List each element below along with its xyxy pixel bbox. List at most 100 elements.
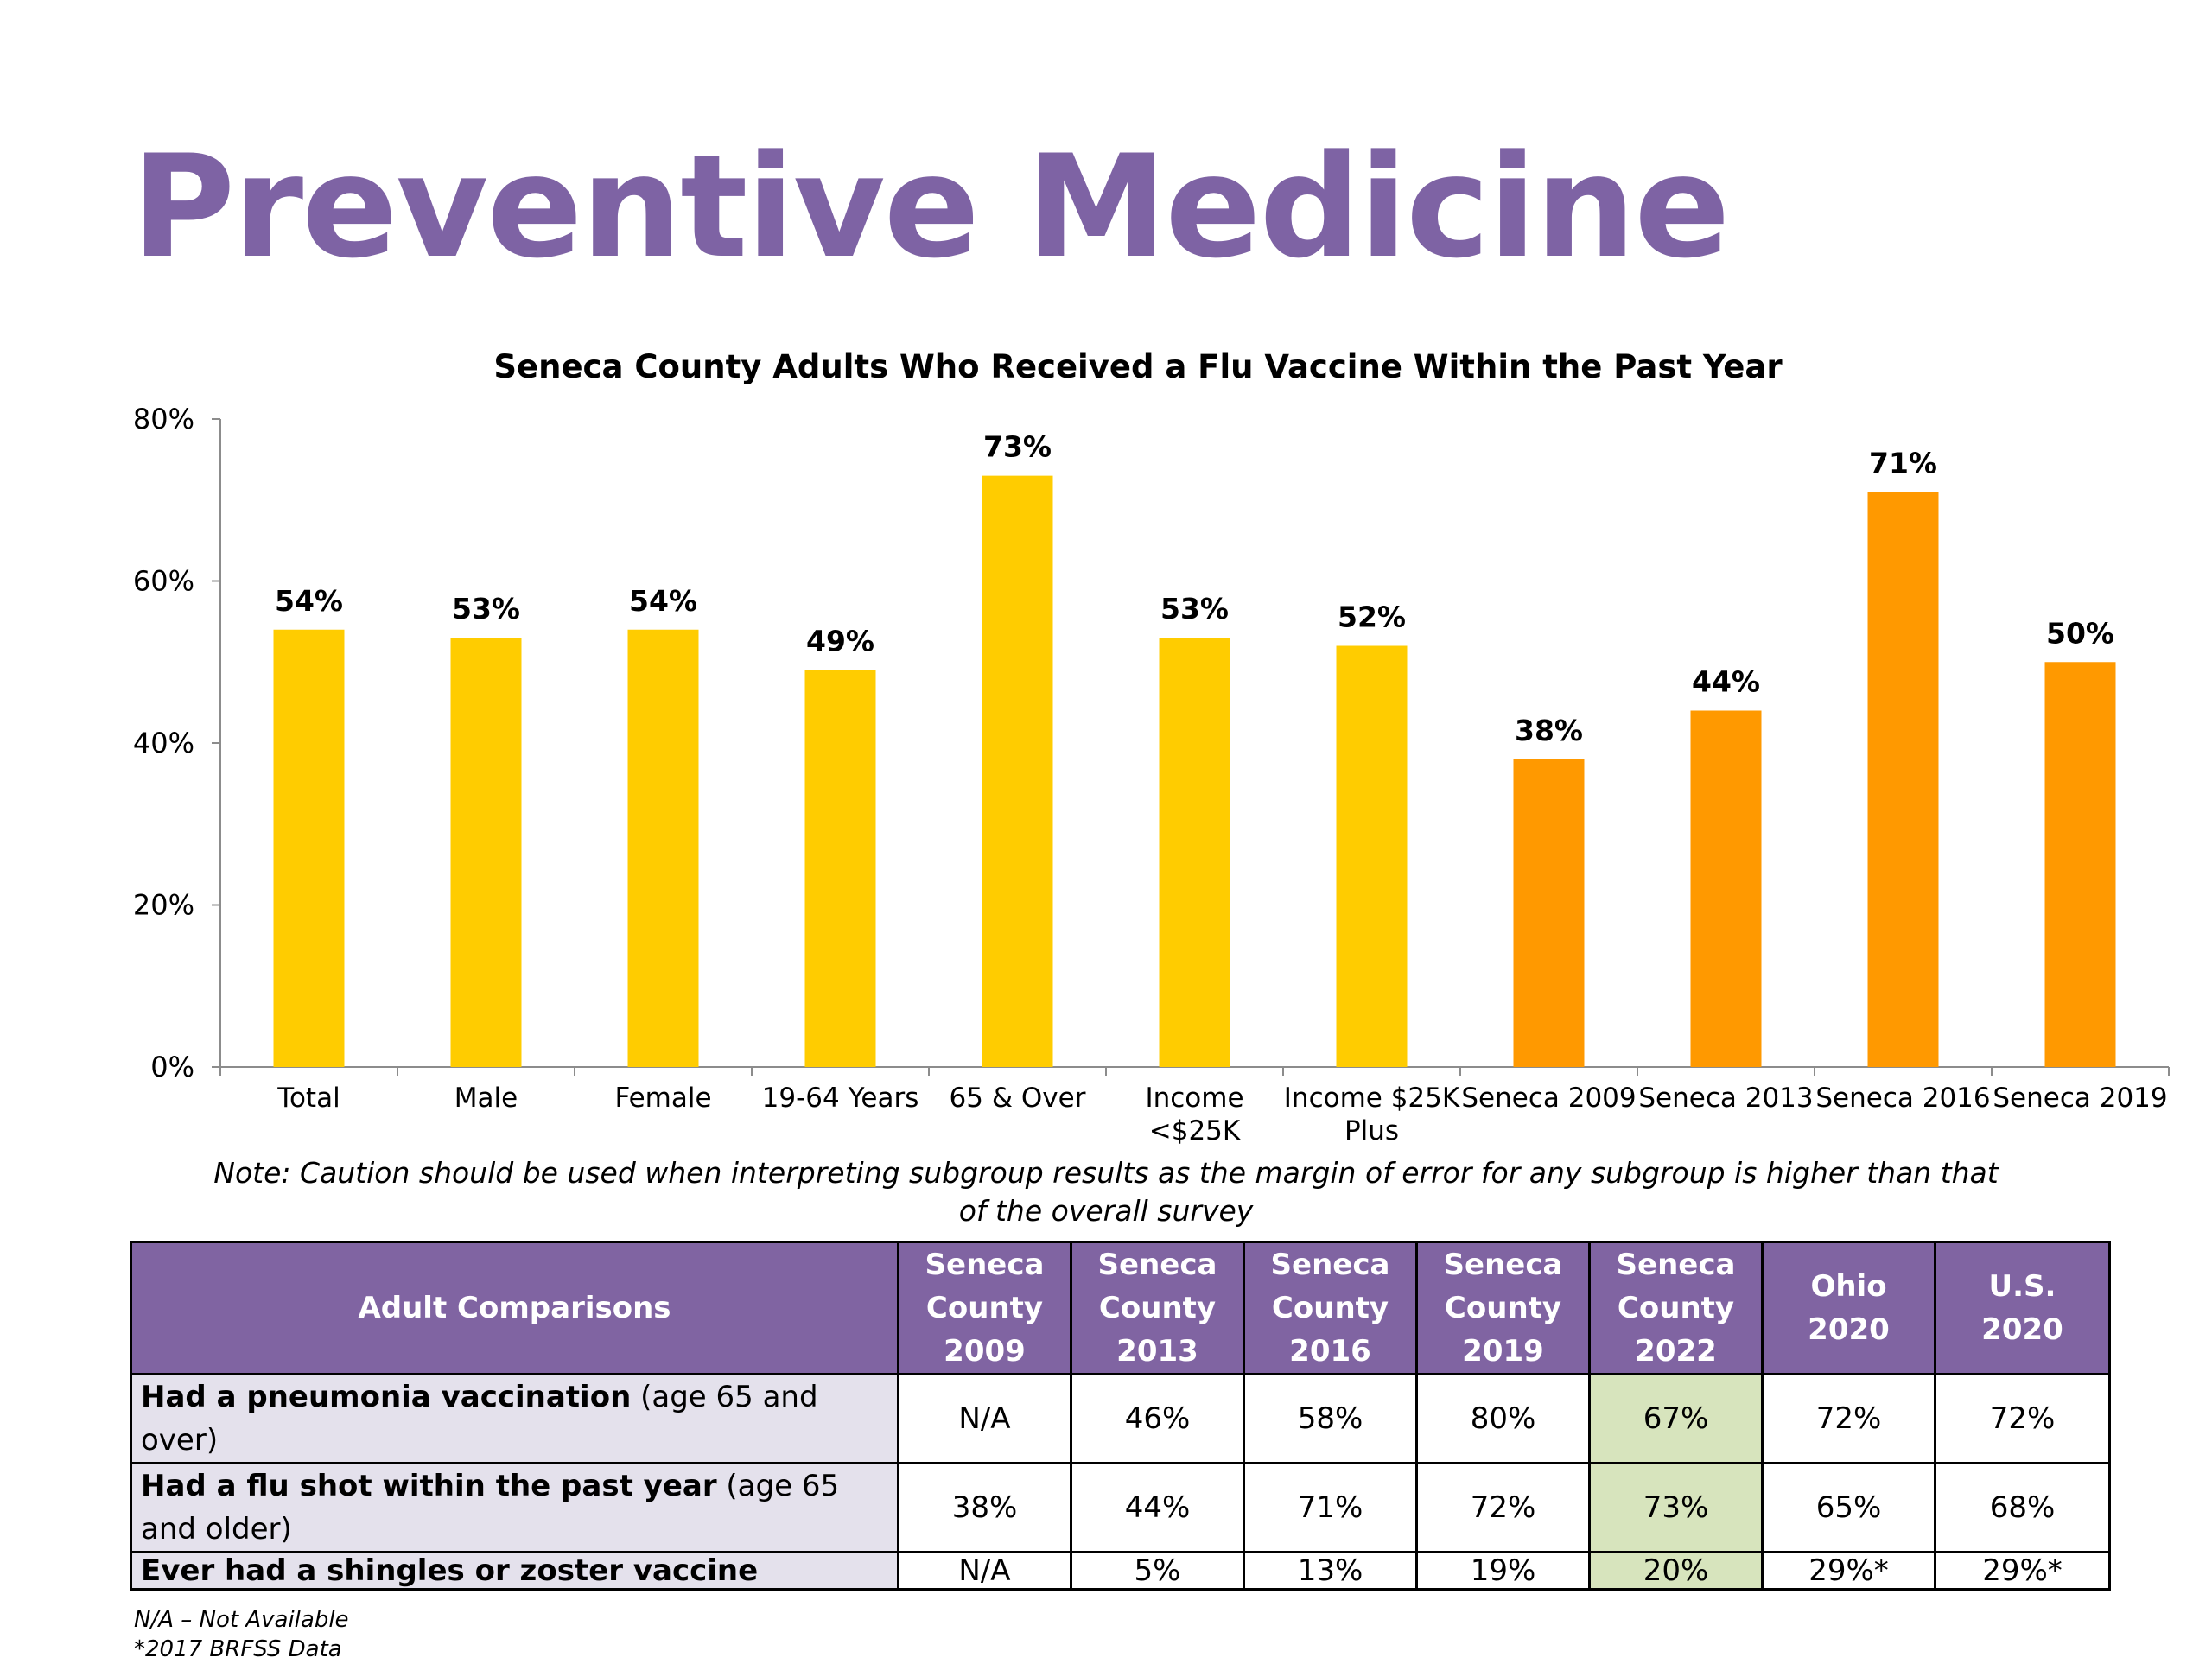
bar	[1513, 759, 1585, 1067]
y-tick-label: 80%	[133, 403, 194, 435]
row-label-bold: Had a flu shot within the past year	[141, 1469, 717, 1503]
column-header-line: Seneca	[1443, 1248, 1563, 1282]
table-cell: 80%	[1415, 1373, 1591, 1464]
data-label: 50%	[2046, 616, 2114, 650]
column-header: Seneca County 2019	[1415, 1241, 1591, 1375]
table-cell: 71%	[1243, 1462, 1418, 1553]
row-label-qualifier: (age 65 and over)	[141, 1380, 818, 1458]
data-label: 54%	[629, 584, 697, 618]
data-label: 52%	[1338, 600, 1406, 634]
column-header-line: Seneca	[925, 1248, 1045, 1282]
table-cell: 29%*	[1934, 1551, 2111, 1591]
column-header-line: 2020	[1808, 1312, 1890, 1347]
column-header-line: County	[1271, 1291, 1389, 1325]
x-tick-label: Seneca 2016	[1815, 1083, 1990, 1114]
table-cell: 20%	[1588, 1551, 1764, 1591]
x-tick-label: 19-64 Years	[762, 1083, 919, 1114]
bar	[1690, 710, 1762, 1067]
x-tick-label: Income $25K	[1284, 1083, 1460, 1114]
data-label: 71%	[1869, 446, 1937, 480]
x-tick-label: Total	[276, 1083, 340, 1114]
table-cell: 19%	[1415, 1551, 1591, 1591]
data-label: 53%	[452, 592, 520, 626]
column-header: U.S. 2020	[1934, 1241, 2111, 1375]
column-header-line: County	[925, 1291, 1044, 1325]
x-tick-label: Female	[614, 1083, 711, 1114]
table-row: Had a flu shot within the past year (age…	[130, 1462, 2111, 1553]
column-header-line: County	[1098, 1291, 1217, 1325]
adult-comparisons-table: Adult Comparisons Seneca County 2009 Senec…	[130, 1241, 2111, 1591]
x-tick-label: Seneca 2019	[1993, 1083, 2167, 1114]
column-header-line: U.S.	[1988, 1269, 2056, 1304]
row-label: Had a flu shot within the past year (age…	[130, 1462, 899, 1553]
x-tick-label: Plus	[1344, 1115, 1399, 1146]
footnote-brfss: *2017 BRFSS Data	[134, 1636, 342, 1662]
bar	[273, 629, 345, 1067]
column-header-line: Seneca	[1270, 1248, 1390, 1282]
column-header: Seneca County 2016	[1243, 1241, 1418, 1375]
table-cell: 72%	[1761, 1373, 1936, 1464]
table-cell: 44%	[1070, 1462, 1245, 1553]
column-header-line: 2022	[1635, 1334, 1717, 1369]
table-cell: 72%	[1934, 1373, 2111, 1464]
bar	[1867, 492, 1939, 1067]
x-tick-label: <$25K	[1149, 1115, 1241, 1146]
column-header-line: 2009	[944, 1334, 1026, 1369]
table-cell: 65%	[1761, 1462, 1936, 1553]
table-cell: 72%	[1415, 1462, 1591, 1553]
column-header: Seneca County 2022	[1588, 1241, 1764, 1375]
bar	[627, 629, 699, 1067]
y-tick-label: 60%	[133, 565, 194, 598]
table-cell: 58%	[1243, 1373, 1418, 1464]
flu-vaccine-bar-chart: Seneca County Adults Who Received a Flu …	[133, 348, 2170, 1146]
column-header-line: 2013	[1116, 1334, 1198, 1369]
x-tick-label: Income	[1145, 1083, 1243, 1114]
bar	[804, 670, 876, 1067]
bar	[1159, 638, 1230, 1067]
table-row: Ever had a shingles or zoster vaccine N/A…	[130, 1551, 2111, 1591]
table-cell: 67%	[1588, 1373, 1764, 1464]
x-tick-label: Seneca 2009	[1461, 1083, 1636, 1114]
column-header-line: 2019	[1462, 1334, 1544, 1369]
column-header: Ohio 2020	[1761, 1241, 1936, 1375]
column-header: Seneca County 2009	[897, 1241, 1072, 1375]
row-label-bold: Had a pneumonia vaccination	[141, 1380, 632, 1414]
row-label-qualifier: (age 65 and older)	[141, 1469, 840, 1547]
bar	[982, 475, 1053, 1067]
chart-note: Note: Caution should be used when interp…	[213, 1156, 1999, 1228]
column-header-line: Seneca	[1097, 1248, 1217, 1282]
row-label: Had a pneumonia vaccination (age 65 and …	[130, 1373, 899, 1464]
column-header-line: County	[1444, 1291, 1562, 1325]
table-cell: 5%	[1070, 1551, 1245, 1591]
table-cell: 13%	[1243, 1551, 1418, 1591]
data-label: 53%	[1160, 592, 1229, 626]
page-title: Preventive Medicine	[131, 124, 1730, 289]
footnote-na: N/A – Not Available	[134, 1607, 349, 1633]
table-cell: 73%	[1588, 1462, 1764, 1553]
footnotes: N/A – Not Available *2017 BRFSS Data	[134, 1605, 349, 1664]
table-cell: 29%*	[1761, 1551, 1936, 1591]
x-tick-label: Seneca 2013	[1638, 1083, 1813, 1114]
table-cell: N/A	[897, 1551, 1072, 1591]
column-header-line: Ohio	[1810, 1269, 1887, 1304]
x-tick-label: 65 & Over	[950, 1083, 1086, 1114]
row-label-bold: Ever had a shingles or zoster vaccine	[141, 1553, 759, 1588]
data-label: 73%	[983, 430, 1052, 464]
data-label: 49%	[806, 625, 874, 658]
bar	[1336, 645, 1408, 1067]
x-tick-label: Male	[454, 1083, 518, 1114]
chart-title: Seneca County Adults Who Received a Flu …	[493, 348, 1783, 385]
column-header-line: Seneca	[1616, 1248, 1736, 1282]
y-tick-label: 20%	[133, 889, 194, 922]
y-tick-label: 40%	[133, 727, 194, 759]
data-label: 44%	[1692, 665, 1760, 699]
table-cell: N/A	[897, 1373, 1072, 1464]
column-header-line: 2016	[1289, 1334, 1371, 1369]
table-cell: 46%	[1070, 1373, 1245, 1464]
table-cell: 38%	[897, 1462, 1072, 1553]
column-header-line: County	[1617, 1291, 1735, 1325]
table-label-header: Adult Comparisons	[130, 1241, 899, 1375]
y-tick-label: 0%	[150, 1051, 194, 1083]
row-label: Ever had a shingles or zoster vaccine	[130, 1551, 899, 1591]
column-header-line: 2020	[1981, 1312, 2063, 1347]
